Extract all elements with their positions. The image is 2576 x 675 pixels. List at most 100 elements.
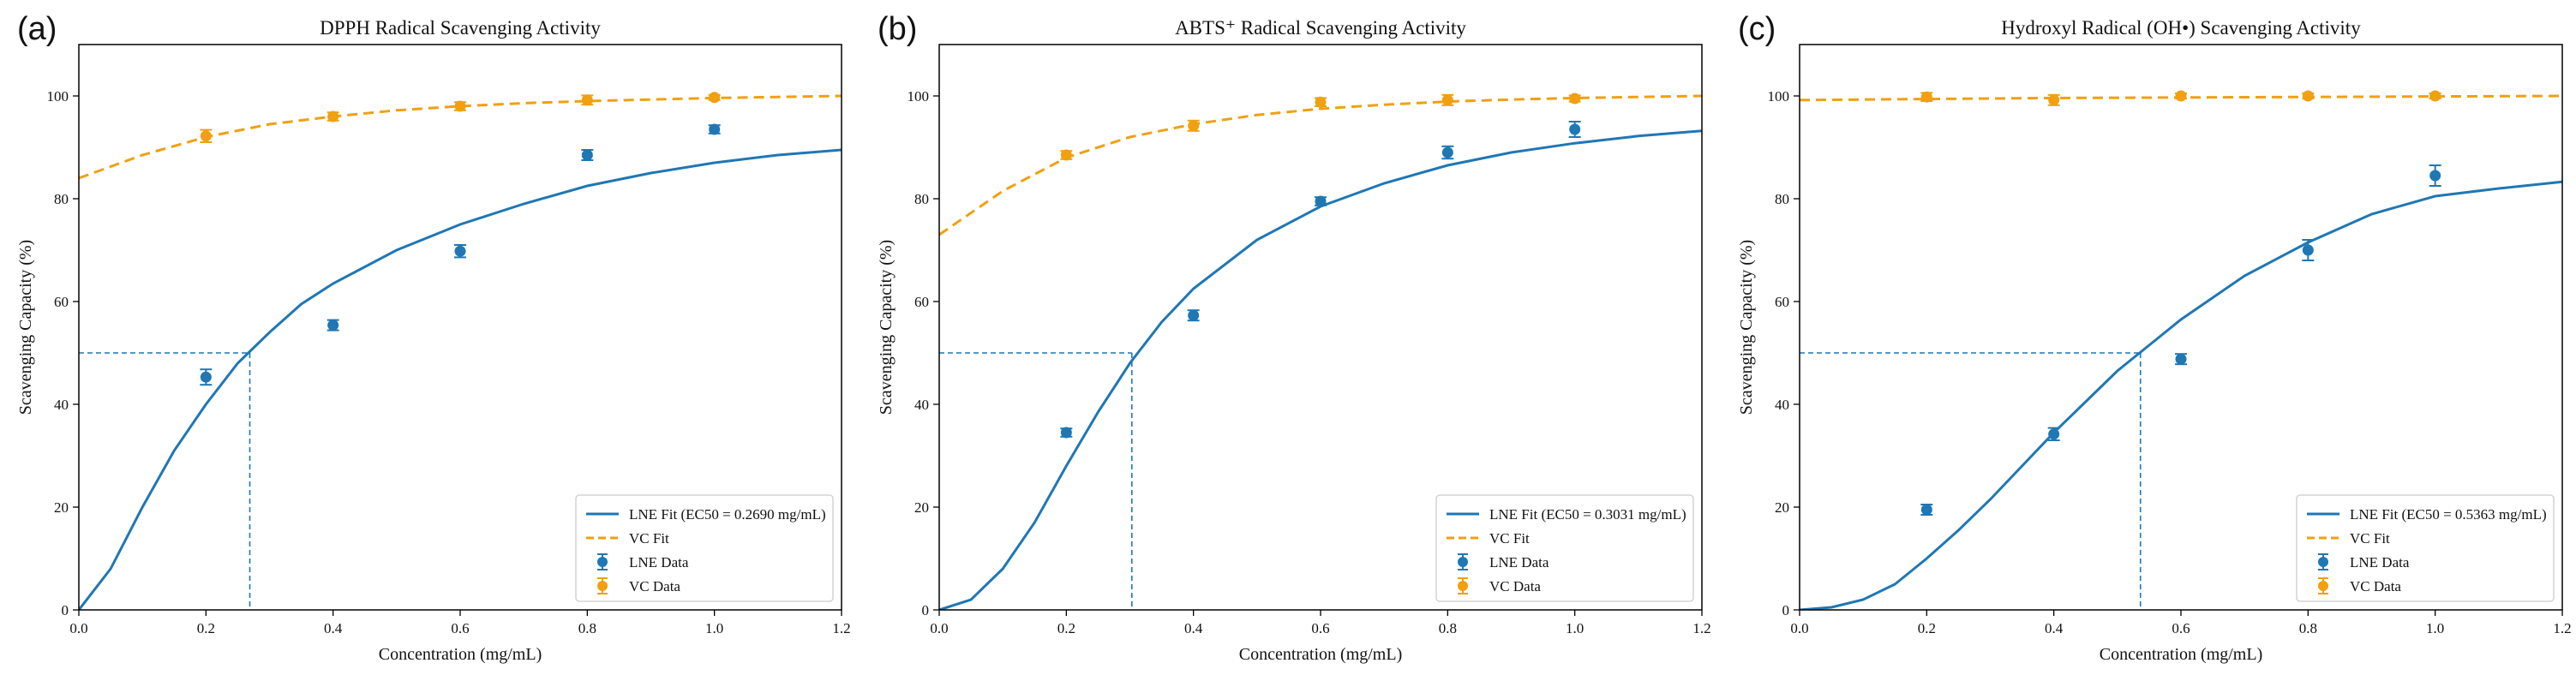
lne-fit-line: [79, 148, 842, 610]
lne-data-point: [1188, 309, 1200, 321]
vc-data-point: [1569, 93, 1581, 105]
lne-data-point: [2302, 244, 2314, 256]
y-tick-label: 0: [62, 602, 69, 618]
lne-data-point: [1441, 146, 1453, 158]
vc-data-point: [200, 130, 212, 142]
legend-box: [575, 494, 834, 602]
vc-data-point: [2175, 90, 2187, 102]
x-tick-label: 0.6: [451, 620, 469, 636]
panel-letter: (b): [878, 11, 917, 47]
panel-letter: (a): [17, 11, 57, 47]
legend-label: VC Data: [2350, 578, 2401, 594]
x-tick-label: 1.0: [2426, 620, 2444, 636]
legend-label: VC Data: [1489, 578, 1541, 594]
vc-data-point: [1315, 96, 1327, 108]
legend: LNE Fit (EC50 = 0.5363 mg/mL) VC Fit LNE D…: [2296, 494, 2555, 602]
panel-3: (c) Hydroxyl Radical (OH•) Scavenging Act…: [1737, 11, 2572, 664]
legend: LNE Fit (EC50 = 0.3031 mg/mL) VC Fit LNE D…: [1435, 494, 1694, 602]
x-tick-label: 0.0: [1790, 620, 1808, 636]
x-tick-label: 1.2: [1692, 620, 1710, 636]
legend-vc-data-swatch: [597, 581, 608, 591]
x-axis-label: Concentration (mg/mL): [379, 645, 542, 664]
legend-box: [1435, 494, 1694, 602]
legend-label: VC Fit: [2350, 530, 2390, 547]
vc-data-point: [2429, 90, 2441, 102]
y-axis-label: Scavenging Capacity (%): [1737, 240, 1756, 415]
legend-lne-data-swatch: [597, 557, 608, 567]
x-tick-label: 0.2: [197, 620, 215, 636]
x-tick-label: 0.8: [2299, 620, 2317, 636]
y-axis-label: Scavenging Capacity (%): [16, 240, 35, 415]
vc-data-point: [2048, 94, 2060, 106]
legend-vc-data-swatch: [2318, 581, 2328, 591]
y-tick-label: 20: [1775, 499, 1789, 516]
lne-data-point: [200, 371, 212, 383]
legend-lne-data-swatch: [1458, 557, 1468, 567]
x-axis-label: Concentration (mg/mL): [1239, 645, 1403, 664]
lne-data-point: [709, 123, 721, 135]
x-tick-label: 0.4: [2045, 620, 2064, 636]
y-tick-label: 40: [54, 397, 69, 413]
y-tick-label: 60: [1775, 294, 1789, 310]
y-tick-label: 60: [54, 294, 69, 310]
x-tick-label: 1.2: [2553, 620, 2571, 636]
vc-data-point: [709, 92, 721, 104]
x-tick-label: 0.0: [930, 620, 948, 636]
y-tick-label: 40: [914, 397, 929, 413]
x-tick-label: 0.6: [2172, 620, 2190, 636]
legend-label: VC Fit: [1489, 530, 1530, 547]
legend-label: LNE Data: [1489, 554, 1549, 570]
y-tick-label: 80: [1775, 191, 1789, 207]
vc-data-point: [1188, 120, 1200, 132]
y-axis-label: Scavenging Capacity (%): [877, 240, 896, 415]
y-tick-label: 0: [1782, 602, 1790, 618]
x-tick-label: 0.4: [324, 620, 343, 636]
lne-data-point: [581, 149, 593, 161]
x-tick-label: 0.4: [1184, 620, 1203, 636]
chart-title: ABTS⁺ Radical Scavenging Activity: [1175, 17, 1466, 39]
legend-label: VC Data: [629, 578, 680, 594]
y-tick-label: 0: [922, 602, 930, 618]
vc-data-point: [1060, 149, 1072, 161]
y-tick-label: 100: [908, 88, 930, 105]
lne-data-point: [2429, 170, 2441, 182]
legend-label: LNE Fit (EC50 = 0.3031 mg/mL): [1489, 506, 1686, 523]
vc-data-point: [327, 111, 339, 122]
lne-data-point: [1569, 123, 1581, 135]
y-tick-label: 80: [914, 191, 929, 207]
legend-label: LNE Data: [2350, 554, 2410, 570]
y-tick-label: 100: [1768, 88, 1790, 105]
panel-letter: (c): [1738, 11, 1776, 47]
x-tick-label: 0.2: [1057, 620, 1075, 636]
lne-data-point: [454, 245, 466, 257]
lne-data-point: [1315, 195, 1327, 207]
legend-vc-data-swatch: [1458, 581, 1468, 591]
x-tick-label: 1.0: [705, 620, 723, 636]
x-tick-label: 0.6: [1311, 620, 1329, 636]
x-tick-label: 0.0: [69, 620, 87, 636]
legend-label: VC Fit: [629, 530, 669, 547]
lne-data-point: [2175, 353, 2187, 365]
x-tick-label: 0.8: [1439, 620, 1457, 636]
legend-box: [2296, 494, 2555, 602]
x-tick-label: 1.0: [1566, 620, 1584, 636]
y-tick-label: 80: [54, 191, 69, 207]
vc-data-point: [2302, 90, 2314, 102]
chart-title: Hydroxyl Radical (OH•) Scavenging Activi…: [2001, 17, 2361, 39]
legend-lne-data-swatch: [2318, 557, 2328, 567]
y-tick-label: 20: [914, 499, 929, 516]
chart-title: DPPH Radical Scavenging Activity: [320, 17, 601, 39]
vc-fit-line: [939, 94, 1702, 236]
vc-data-point: [581, 94, 593, 106]
y-tick-label: 40: [1775, 397, 1789, 413]
x-axis-label: Concentration (mg/mL): [2100, 645, 2263, 664]
vc-data-point: [454, 100, 466, 112]
y-tick-label: 100: [47, 88, 69, 105]
lne-fit-line: [1800, 180, 2562, 610]
panel-1: (a) DPPH Radical Scavenging Activity 0.0 0.…: [16, 11, 851, 664]
x-tick-label: 1.2: [832, 620, 850, 636]
x-tick-label: 0.8: [578, 620, 596, 636]
vc-data-point: [1920, 91, 1932, 103]
legend: LNE Fit (EC50 = 0.2690 mg/mL) VC Fit LNE D…: [575, 494, 834, 602]
